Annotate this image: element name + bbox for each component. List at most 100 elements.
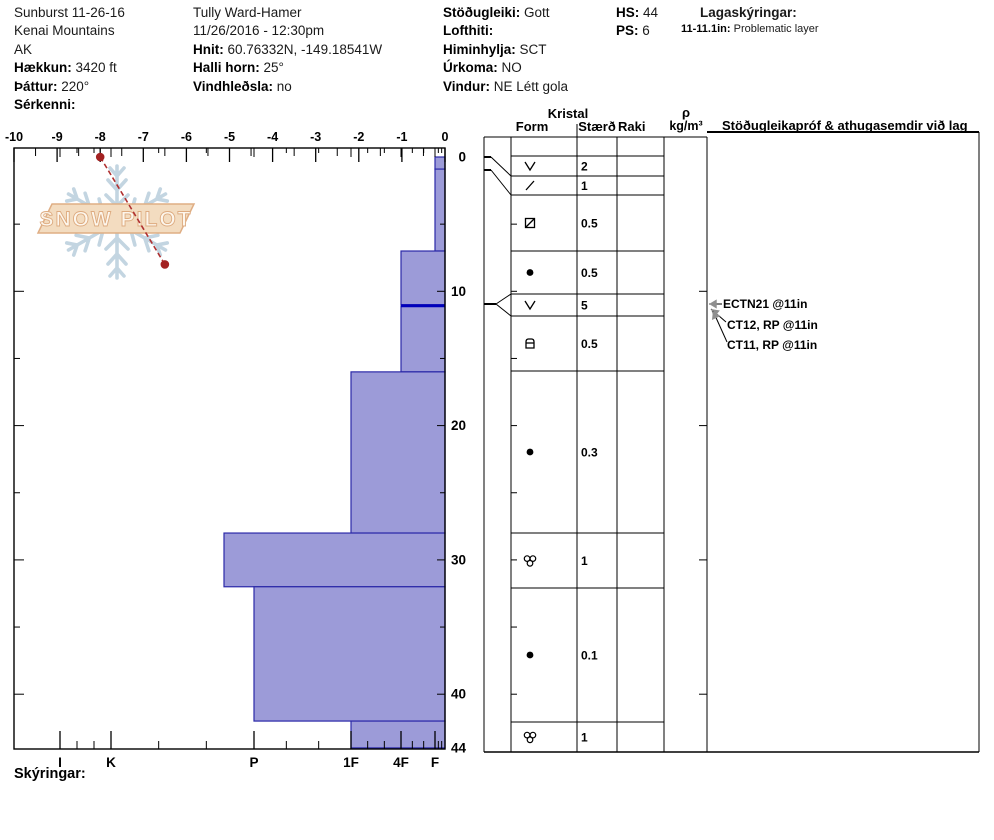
hardness-bar: [223, 532, 446, 588]
temp-tick-label: -4: [267, 130, 278, 144]
legend-label: Skýringar:: [14, 766, 86, 782]
layer-notes: Lagaskýringar: 11-11.1in: Problematic lay…: [681, 4, 819, 37]
annotation-arrowhead-icon: [711, 311, 721, 320]
header-field: Lofthiti:: [443, 23, 494, 39]
temp-tick-label: -1: [396, 130, 407, 144]
snowflake-icon: [104, 220, 130, 280]
connector-line: [495, 303, 512, 317]
temp-tick-label: -2: [353, 130, 364, 144]
connector-line: [490, 169, 512, 196]
table-header-moisture: Raki: [618, 119, 645, 134]
grain-size-value: 1: [581, 731, 588, 745]
rounded-grains-icon: [526, 651, 534, 659]
grain-size-value: 1: [581, 179, 588, 193]
rounding-facets-icon: [525, 338, 535, 349]
grain-size-value: 2: [581, 160, 588, 174]
grain-size-value: 5: [581, 299, 588, 313]
stability-test-annotation: CT11, RP @11in: [727, 338, 817, 352]
temperature-line: [99, 156, 166, 265]
header-field: Sérkenni:: [14, 97, 76, 113]
logo-text: SNOW PILOT: [40, 208, 193, 231]
layer-note: 11-11.1in: Problematic layer: [681, 23, 819, 36]
connector-line: [495, 293, 512, 305]
temp-tick-label: -5: [224, 130, 235, 144]
temp-tick-label: -8: [95, 130, 106, 144]
grain-size-value: 0.5: [581, 337, 598, 351]
header-field: 11/26/2016 - 12:30pm: [193, 23, 325, 39]
table-header-form: Form: [516, 119, 549, 134]
hardness-bar: [400, 305, 446, 373]
depth-label: 20: [451, 418, 466, 433]
temp-tick-label: -3: [310, 130, 321, 144]
table-header-stability: Stöðugleikapróf & athugasemdir við lag: [722, 118, 968, 133]
table-header-size: Stærð: [578, 119, 616, 134]
connector-line: [490, 156, 512, 177]
facets-rounding-icon: [525, 218, 535, 228]
snowflake-icon: [104, 164, 130, 224]
header-field: HS: 44: [616, 5, 659, 20]
hardness-bar: [400, 250, 446, 306]
melt-forms-icon: [529, 731, 537, 739]
hardness-bar: [350, 720, 446, 749]
header-field: Úrkoma: NO: [443, 60, 522, 76]
surface-hoar-icon: [524, 161, 536, 172]
conditions-info: Stöðugleiki: Gott Lofthiti: Himinhylja: SC…: [443, 4, 568, 96]
depth-label: 30: [451, 552, 466, 567]
stability-test-annotation: CT12, RP @11in: [727, 318, 818, 332]
depth-label: 44: [451, 740, 467, 755]
snow-depth-info: HS: 44 PS: 6: [616, 4, 658, 41]
logo-banner: [36, 203, 196, 234]
hardness-bar: [434, 168, 446, 252]
hardness-label: F: [431, 755, 439, 770]
header-field: Himinhylja: SCT: [443, 41, 547, 57]
temperature-point: [95, 152, 105, 162]
hardness-bar: [350, 371, 446, 534]
facets-rounding-icon: [524, 217, 536, 229]
temp-tick-label: -7: [138, 130, 149, 144]
header-field: AK: [14, 41, 33, 57]
grain-size-value: 0.5: [581, 266, 598, 280]
melt-forms-icon: [526, 736, 534, 744]
depth-label: 0: [458, 150, 466, 165]
table-header-density: ρ: [682, 105, 690, 120]
hardness-label: 4F: [393, 755, 409, 770]
temp-tick-label: -10: [5, 130, 23, 144]
temp-tick-label: 0: [442, 130, 449, 144]
temp-tick-label: -6: [181, 130, 192, 144]
grain-size-value: 0.5: [581, 217, 598, 231]
location-info: Sunburst 11-26-16 Kenai Mountains AK Hækkun…: [14, 4, 125, 114]
hardness-label: K: [106, 755, 116, 770]
hardness-label: 1F: [343, 755, 359, 770]
header-field: PS: 6: [616, 23, 650, 39]
grain-size-value: 0.3: [581, 446, 598, 460]
annotation-arrowhead-icon: [709, 299, 717, 309]
header-field: Sunburst 11-26-16: [14, 5, 125, 20]
observer-info: Tully Ward-Hamer 11/26/2016 - 12:30pm Hnit…: [193, 4, 382, 96]
hardness-label: P: [249, 755, 258, 770]
header-field: Þáttur: 220°: [14, 78, 90, 94]
layer-notes-title: Lagaskýringar:: [700, 5, 797, 20]
header-field: Tully Ward-Hamer: [193, 5, 302, 20]
hardness-bar: [253, 586, 446, 722]
header-field: Kenai Mountains: [14, 23, 115, 39]
grain-size-value: 0.1: [581, 649, 598, 663]
surface-hoar-icon: [524, 300, 536, 311]
header-field: Hnit: 60.76332N, -149.18541W: [193, 41, 383, 57]
melt-forms-icon: [529, 555, 537, 562]
rounded-grains-icon: [526, 269, 534, 276]
stability-test-annotation: ECTN21 @11in: [723, 297, 807, 311]
header-field: Halli horn: 25°: [193, 60, 284, 76]
header-field: Stöðugleiki: Gott: [443, 5, 550, 20]
depth-label: 40: [451, 687, 466, 702]
table-header-kristal: Kristal: [548, 106, 588, 121]
temp-tick-label: -9: [52, 130, 63, 144]
melt-forms-icon: [526, 559, 534, 567]
depth-label: 10: [451, 284, 466, 299]
hardness-label: I: [58, 755, 62, 770]
header-field: Vindur: NE Létt gola: [443, 78, 569, 94]
header-field: Vindhleðsla: no: [193, 78, 292, 94]
hardness-bar: [434, 156, 446, 170]
header-field: Hækkun: 3420 ft: [14, 60, 117, 76]
